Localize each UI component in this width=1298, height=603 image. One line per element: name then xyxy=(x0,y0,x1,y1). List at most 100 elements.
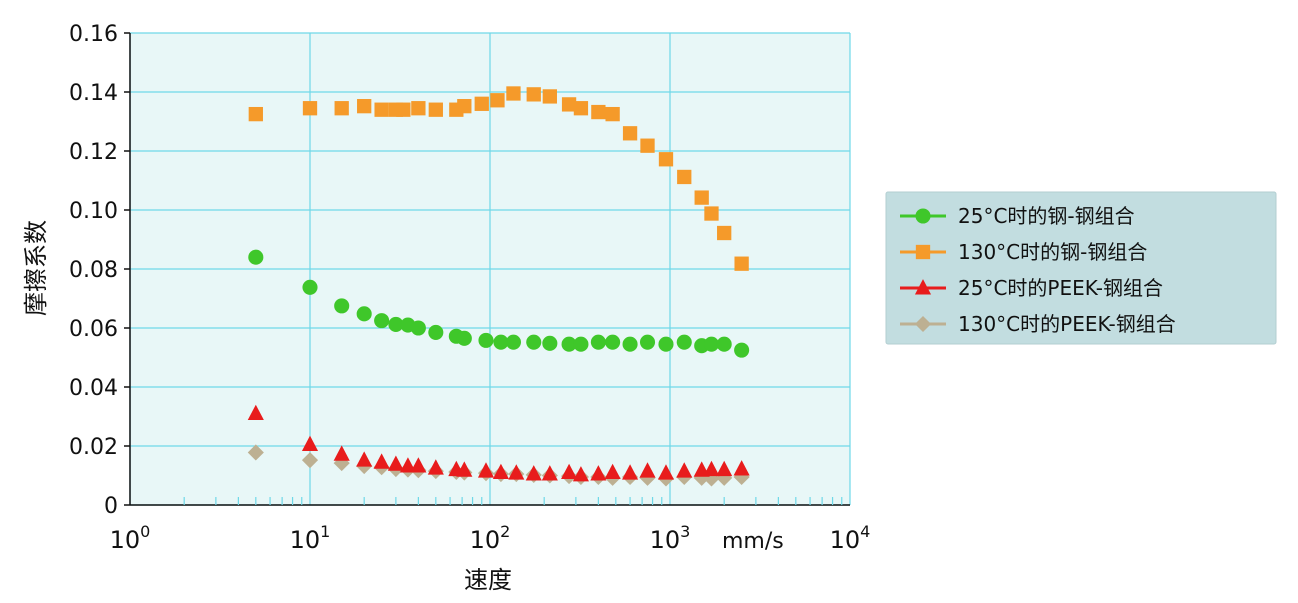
legend-label: 130°C时的PEEK-钢组合 xyxy=(958,312,1176,336)
data-point xyxy=(717,225,732,241)
data-point xyxy=(411,101,426,116)
legend-swatch-marker xyxy=(914,315,932,333)
data-point xyxy=(526,87,541,102)
data-point xyxy=(333,445,350,461)
data-point xyxy=(572,466,589,482)
data-point xyxy=(373,453,390,469)
data-point xyxy=(561,463,578,480)
data-point xyxy=(374,313,390,329)
y-tick-label: 0.08 xyxy=(69,258,118,283)
data-point xyxy=(639,334,656,350)
data-point xyxy=(734,342,750,358)
data-point xyxy=(356,306,372,322)
data-point xyxy=(657,464,675,480)
data-point xyxy=(590,334,606,350)
x-tick-label: 104 xyxy=(830,522,871,554)
y-tick-label: 0.06 xyxy=(69,317,118,342)
data-point xyxy=(247,404,264,421)
data-point xyxy=(605,334,621,350)
x-tick-label: 103 xyxy=(650,522,691,554)
data-point xyxy=(525,465,542,481)
x-tick-label: 101 xyxy=(290,522,331,554)
series-square xyxy=(248,86,749,271)
data-point xyxy=(427,459,444,475)
grid-lines xyxy=(129,32,851,506)
data-point xyxy=(247,444,264,461)
data-point xyxy=(591,104,606,120)
data-point xyxy=(716,336,732,352)
data-point xyxy=(248,106,263,122)
data-point xyxy=(396,102,411,117)
y-tick-label: 0.10 xyxy=(69,199,118,224)
legend-label: 25°C时的PEEK-钢组合 xyxy=(958,276,1163,300)
legend-swatch-marker xyxy=(915,208,931,224)
x-tick-label: 100 xyxy=(110,522,151,554)
data-point xyxy=(640,138,655,153)
y-tick-label: 0.02 xyxy=(69,435,118,460)
data-point xyxy=(677,169,692,185)
data-point xyxy=(387,455,404,471)
y-tick-label: 0.16 xyxy=(69,22,118,47)
y-tick-label: 0 xyxy=(104,494,118,519)
legend: 25°C时的钢-钢组合 130°C时的钢-钢组合 25°C时的PEEK-钢组合 130… xyxy=(885,191,1277,345)
data-points xyxy=(247,86,750,487)
data-point xyxy=(676,334,692,350)
data-point xyxy=(302,279,318,295)
data-point xyxy=(493,334,509,350)
data-point xyxy=(541,465,558,481)
data-point xyxy=(301,435,319,452)
legend-label: 25°C时的钢-钢组合 xyxy=(958,204,1135,228)
data-point xyxy=(490,93,505,108)
series-triangle xyxy=(247,404,750,482)
data-point xyxy=(456,330,472,346)
data-point xyxy=(399,457,416,473)
data-point xyxy=(561,336,577,352)
legend-label: 130°C时的钢-钢组合 xyxy=(958,240,1147,264)
data-point xyxy=(573,101,589,116)
data-point xyxy=(573,336,589,352)
axes xyxy=(124,32,850,506)
data-point xyxy=(716,469,733,486)
data-point xyxy=(542,335,558,351)
data-point xyxy=(703,336,720,352)
data-point xyxy=(733,460,750,476)
data-point xyxy=(428,102,443,117)
data-point xyxy=(374,102,389,117)
y-tick-label: 0.14 xyxy=(69,81,118,106)
data-point xyxy=(658,152,674,167)
data-point xyxy=(693,469,710,486)
x-unit-label: mm/s xyxy=(722,529,784,554)
legend-swatch-marker xyxy=(915,244,931,260)
data-point xyxy=(410,320,426,336)
minor-ticks xyxy=(183,497,843,505)
legend-item: 25°C时的PEEK-钢组合 xyxy=(900,276,1163,300)
data-point xyxy=(542,89,557,104)
x-tick-labels: 100 101 102 103 104 xyxy=(110,522,871,554)
legend-item: 130°C时的钢-钢组合 xyxy=(900,240,1147,264)
data-point xyxy=(622,126,638,141)
data-point xyxy=(410,457,427,473)
data-point xyxy=(605,106,620,122)
data-point xyxy=(356,451,373,467)
data-point xyxy=(456,461,473,477)
data-point xyxy=(526,334,542,350)
data-point xyxy=(590,465,607,481)
legend-swatch-marker xyxy=(914,279,932,295)
data-point xyxy=(508,464,525,480)
data-point xyxy=(492,463,509,480)
data-point xyxy=(604,463,621,480)
y-tick-label: 0.04 xyxy=(69,376,118,401)
data-point xyxy=(561,97,577,112)
y-tick-labels: 0 0.02 0.04 0.06 0.08 0.10 0.12 0.14 0.16 xyxy=(69,22,118,519)
data-point xyxy=(622,464,639,480)
data-point xyxy=(248,249,264,265)
data-point xyxy=(734,256,749,271)
data-point xyxy=(716,460,733,477)
y-axis-label: 摩擦系数 xyxy=(22,220,50,316)
series-circle xyxy=(248,249,750,358)
x-axis-label: 速度 xyxy=(464,566,512,594)
data-point xyxy=(474,96,489,111)
data-point xyxy=(704,206,719,221)
legend-item: 25°C时的钢-钢组合 xyxy=(900,204,1135,228)
